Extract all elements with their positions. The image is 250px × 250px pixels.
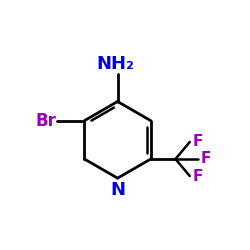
Text: N: N: [110, 181, 125, 199]
Text: NH₂: NH₂: [96, 55, 134, 73]
Text: F: F: [193, 134, 203, 150]
Text: Br: Br: [35, 112, 56, 130]
Text: F: F: [201, 152, 211, 166]
Text: F: F: [193, 168, 203, 184]
